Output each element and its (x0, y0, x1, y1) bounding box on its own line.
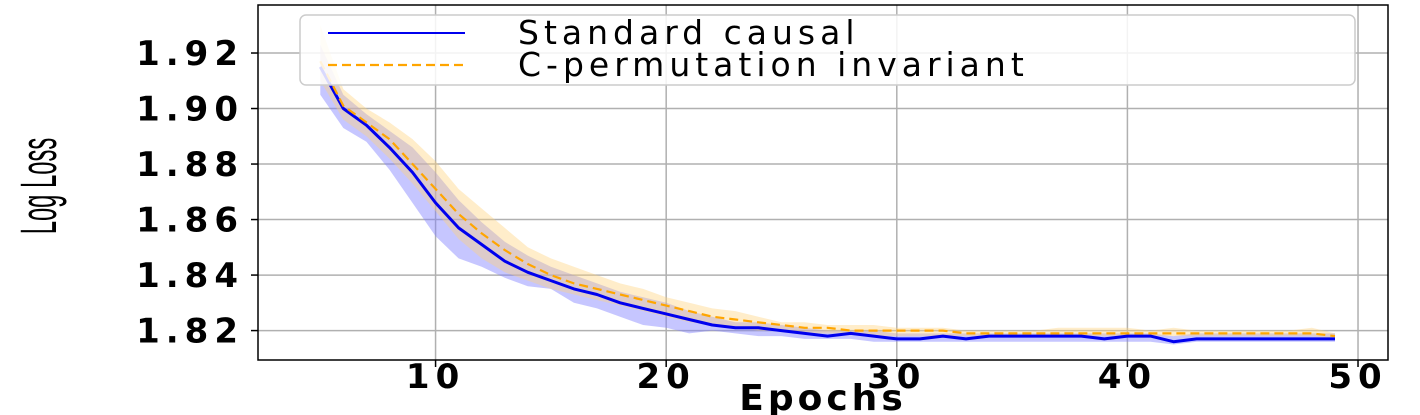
y-tick-label: 1.86 (136, 201, 244, 241)
x-tick-label: 50 (1328, 357, 1387, 397)
y-axis-label: Log Loss (11, 138, 67, 235)
legend-box (299, 14, 1356, 86)
x-tick-label: 10 (406, 357, 465, 397)
y-tick-label: 1.92 (136, 34, 244, 74)
series-lines (318, 60, 1336, 344)
plot-frame (257, 4, 1389, 361)
axis-ticks: 10 20 30 40 50 1.82 1.84 1.86 1.88 1.90 1.92 (136, 34, 1387, 397)
series-line-c-permutation-invariant (319, 60, 1336, 338)
series-line-standard-causal (318, 66, 1335, 344)
y-tick-label: 1.90 (136, 90, 244, 130)
legend-label: Standard causal (518, 13, 859, 52)
y-tick-label: 1.82 (136, 312, 244, 352)
x-axis-label: Epochs (739, 378, 907, 415)
x-tick-label: 40 (1098, 357, 1157, 397)
y-tick-label: 1.88 (136, 145, 244, 185)
legend-label: C-permutation invariant (518, 45, 1029, 84)
confidence-band-standard-causal (320, 44, 1335, 345)
y-tick-label: 1.84 (136, 256, 244, 296)
x-tick-label: 30 (867, 357, 926, 397)
x-tick-label: 20 (637, 357, 696, 397)
